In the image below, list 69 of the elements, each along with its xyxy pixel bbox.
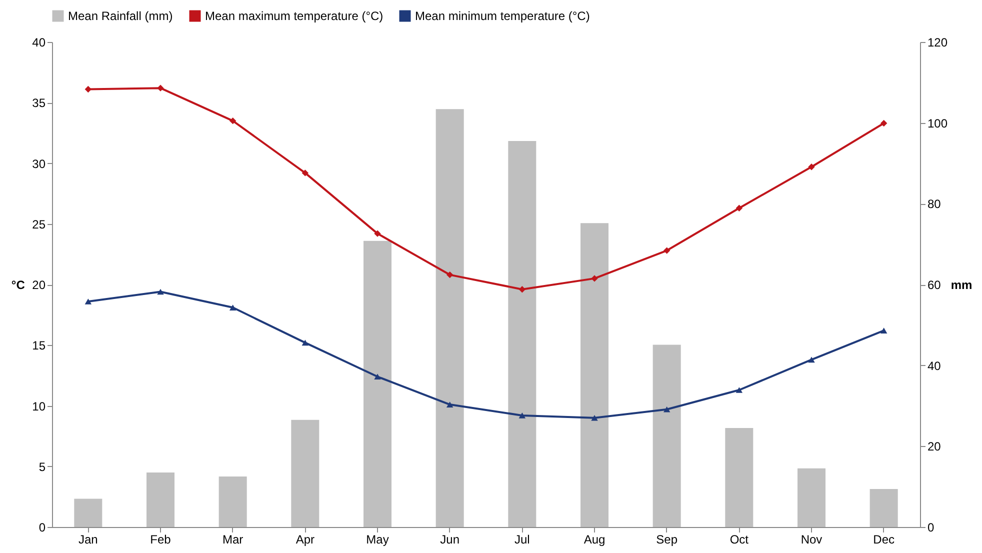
x-tick-label: Feb (150, 532, 172, 546)
y2-tick-label: 120 (928, 36, 948, 50)
y-tick-label: 15 (32, 338, 46, 353)
x-tick-label: Dec (873, 532, 895, 546)
point (157, 84, 164, 92)
x-tick-label: Jan (78, 532, 98, 546)
legend-label: Mean minimum temperature (°C) (415, 9, 590, 23)
y-tick-label: 35 (32, 96, 46, 110)
x-tick-label: Oct (730, 532, 750, 546)
bar (725, 428, 754, 527)
point (518, 412, 526, 418)
point (591, 414, 598, 421)
point (229, 304, 236, 310)
x-tick-label: Jul (514, 532, 530, 546)
y2-tick-label: 80 (928, 197, 942, 212)
point (736, 387, 743, 393)
legend-label: Mean Rainfall (mm) (68, 9, 173, 23)
y2-axis-title: mm (950, 278, 972, 292)
point (302, 170, 309, 176)
x-tick-label: Nov (800, 532, 822, 546)
x-tick-label: Sep (656, 532, 678, 546)
bar (364, 240, 392, 527)
y-tick-label: 20 (32, 278, 46, 292)
y2-tick-label: 60 (928, 278, 942, 292)
bar (580, 223, 608, 527)
y2-tick-label: 100 (928, 116, 948, 130)
y2-tick-label: 40 (928, 358, 942, 373)
bar (74, 498, 102, 527)
point (808, 164, 815, 170)
point (808, 356, 815, 363)
point (84, 86, 92, 93)
point (374, 230, 381, 237)
bar (652, 344, 681, 527)
y-tick-label: 40 (32, 36, 46, 50)
point (736, 204, 743, 212)
x-tick-label: Mar (222, 532, 244, 546)
y2-tick-label: 0 (928, 520, 934, 534)
y-tick-label: 25 (32, 217, 46, 232)
bar (798, 468, 826, 527)
point (446, 271, 454, 278)
point (591, 275, 598, 282)
point (518, 286, 526, 293)
bar (870, 489, 898, 527)
point (229, 117, 236, 124)
point (302, 340, 309, 346)
point (446, 402, 454, 408)
bar (436, 109, 464, 527)
y-tick-label: 0 (38, 520, 46, 534)
y-tick-label: 5 (38, 460, 46, 474)
y-axis-title: °C (11, 278, 26, 292)
bar (146, 472, 174, 527)
legend-label: Mean maximum temperature (°C) (205, 9, 384, 23)
y2-tick-label: 20 (928, 440, 942, 454)
y-tick-label: 10 (32, 399, 46, 414)
point (880, 328, 888, 334)
point (880, 120, 888, 127)
bar (291, 420, 320, 527)
x-tick-label: Jun (440, 532, 460, 546)
x-tick-label: Aug (584, 532, 606, 546)
bar (218, 476, 247, 527)
point (374, 374, 381, 380)
point (84, 298, 92, 304)
x-tick-label: May (366, 532, 389, 546)
point (157, 288, 164, 295)
point (663, 247, 670, 254)
bar (508, 141, 536, 527)
point (663, 406, 670, 412)
y-tick-label: 30 (32, 156, 46, 171)
x-tick-label: Apr (296, 532, 315, 546)
